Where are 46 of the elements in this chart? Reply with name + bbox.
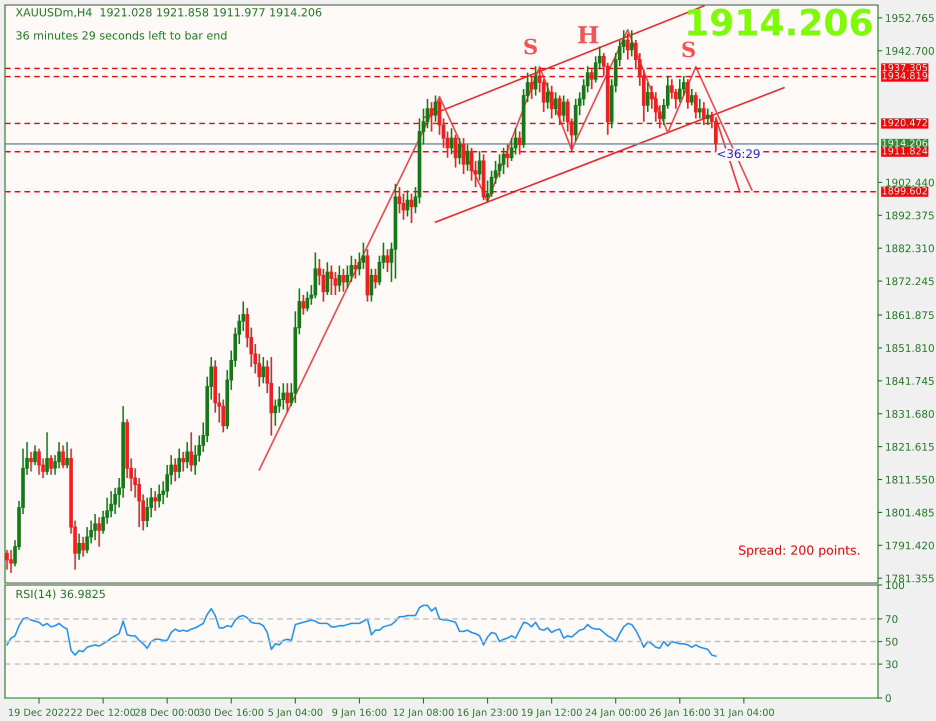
- y-tick-label: 1861.875: [886, 311, 934, 320]
- y-tick-label: 1851.810: [886, 344, 934, 352]
- x-tick-label: 9 Jan 16:00: [332, 708, 386, 718]
- ref-line-label: 1899.602: [882, 187, 927, 194]
- chart-title: XAUUSDm,H4 1921.028 1921.858 1911.977 1914.206: [16, 8, 322, 18]
- x-tick-label: 28 Dec 00:00: [135, 708, 200, 716]
- y-tick-label: 1811.550: [886, 476, 934, 484]
- x-tick-label: 22 Dec 12:00: [71, 708, 136, 716]
- y-tick-label: 1882.310: [886, 244, 934, 252]
- y-tick-label: 1902.440: [886, 178, 934, 186]
- y-tick-label: 1801.485: [886, 508, 934, 517]
- y-tick-label: 1841.745: [886, 377, 934, 385]
- y-tick-label: 1892.375: [886, 212, 934, 220]
- ref-line-label: 1934.819: [882, 72, 928, 80]
- ref-line-label: 1937.305: [882, 64, 928, 72]
- x-tick-label: 30 Dec 16:00: [199, 708, 264, 716]
- annotation: S: [524, 38, 537, 54]
- x-tick-label: 16 Jan 23:00: [458, 708, 518, 718]
- y-tick-label: 1791.420: [886, 542, 934, 550]
- y-tick-label: 1821.615: [886, 442, 934, 451]
- ref-line-label: 1914.206: [882, 139, 928, 147]
- x-tick-label: 26 Jan 16:00: [650, 708, 710, 718]
- annotation: H: [578, 26, 598, 44]
- y-tick-label: 70: [886, 615, 898, 624]
- chart-title: RSI(14) 36.9825: [16, 590, 105, 600]
- x-tick-label: 19 Dec 2022: [9, 708, 70, 716]
- y-tick-label: 30: [886, 660, 898, 668]
- x-tick-label: 19 Jan 12:00: [522, 708, 582, 718]
- x-tick-label: 31 Jan 04:00: [714, 708, 774, 718]
- annotation: S: [682, 42, 695, 58]
- y-tick-label: 1952.765: [886, 14, 934, 22]
- annotation: Spread: 200 points.: [738, 545, 860, 558]
- y-tick-label: 0: [886, 694, 891, 702]
- ref-line-label: 1920.472: [882, 118, 927, 126]
- y-tick-label: 1942.700: [886, 46, 934, 55]
- annotation: 1914.206: [688, 8, 872, 36]
- x-tick-label: 24 Jan 00:00: [586, 708, 646, 718]
- x-tick-label: 5 Jan 04:00: [268, 708, 322, 718]
- ref-line-label: 1911.824: [882, 147, 928, 155]
- y-tick-label: 1831.680: [886, 410, 934, 418]
- annotation: <36:29: [718, 149, 760, 158]
- y-tick-label: 1872.245: [886, 277, 934, 286]
- y-tick-label: 1781.355: [886, 574, 934, 582]
- x-tick-label: 12 Jan 08:00: [394, 708, 454, 718]
- annotation: 36 minutes 29 seconds left to bar end: [16, 31, 226, 40]
- y-tick-label: 50: [886, 638, 898, 646]
